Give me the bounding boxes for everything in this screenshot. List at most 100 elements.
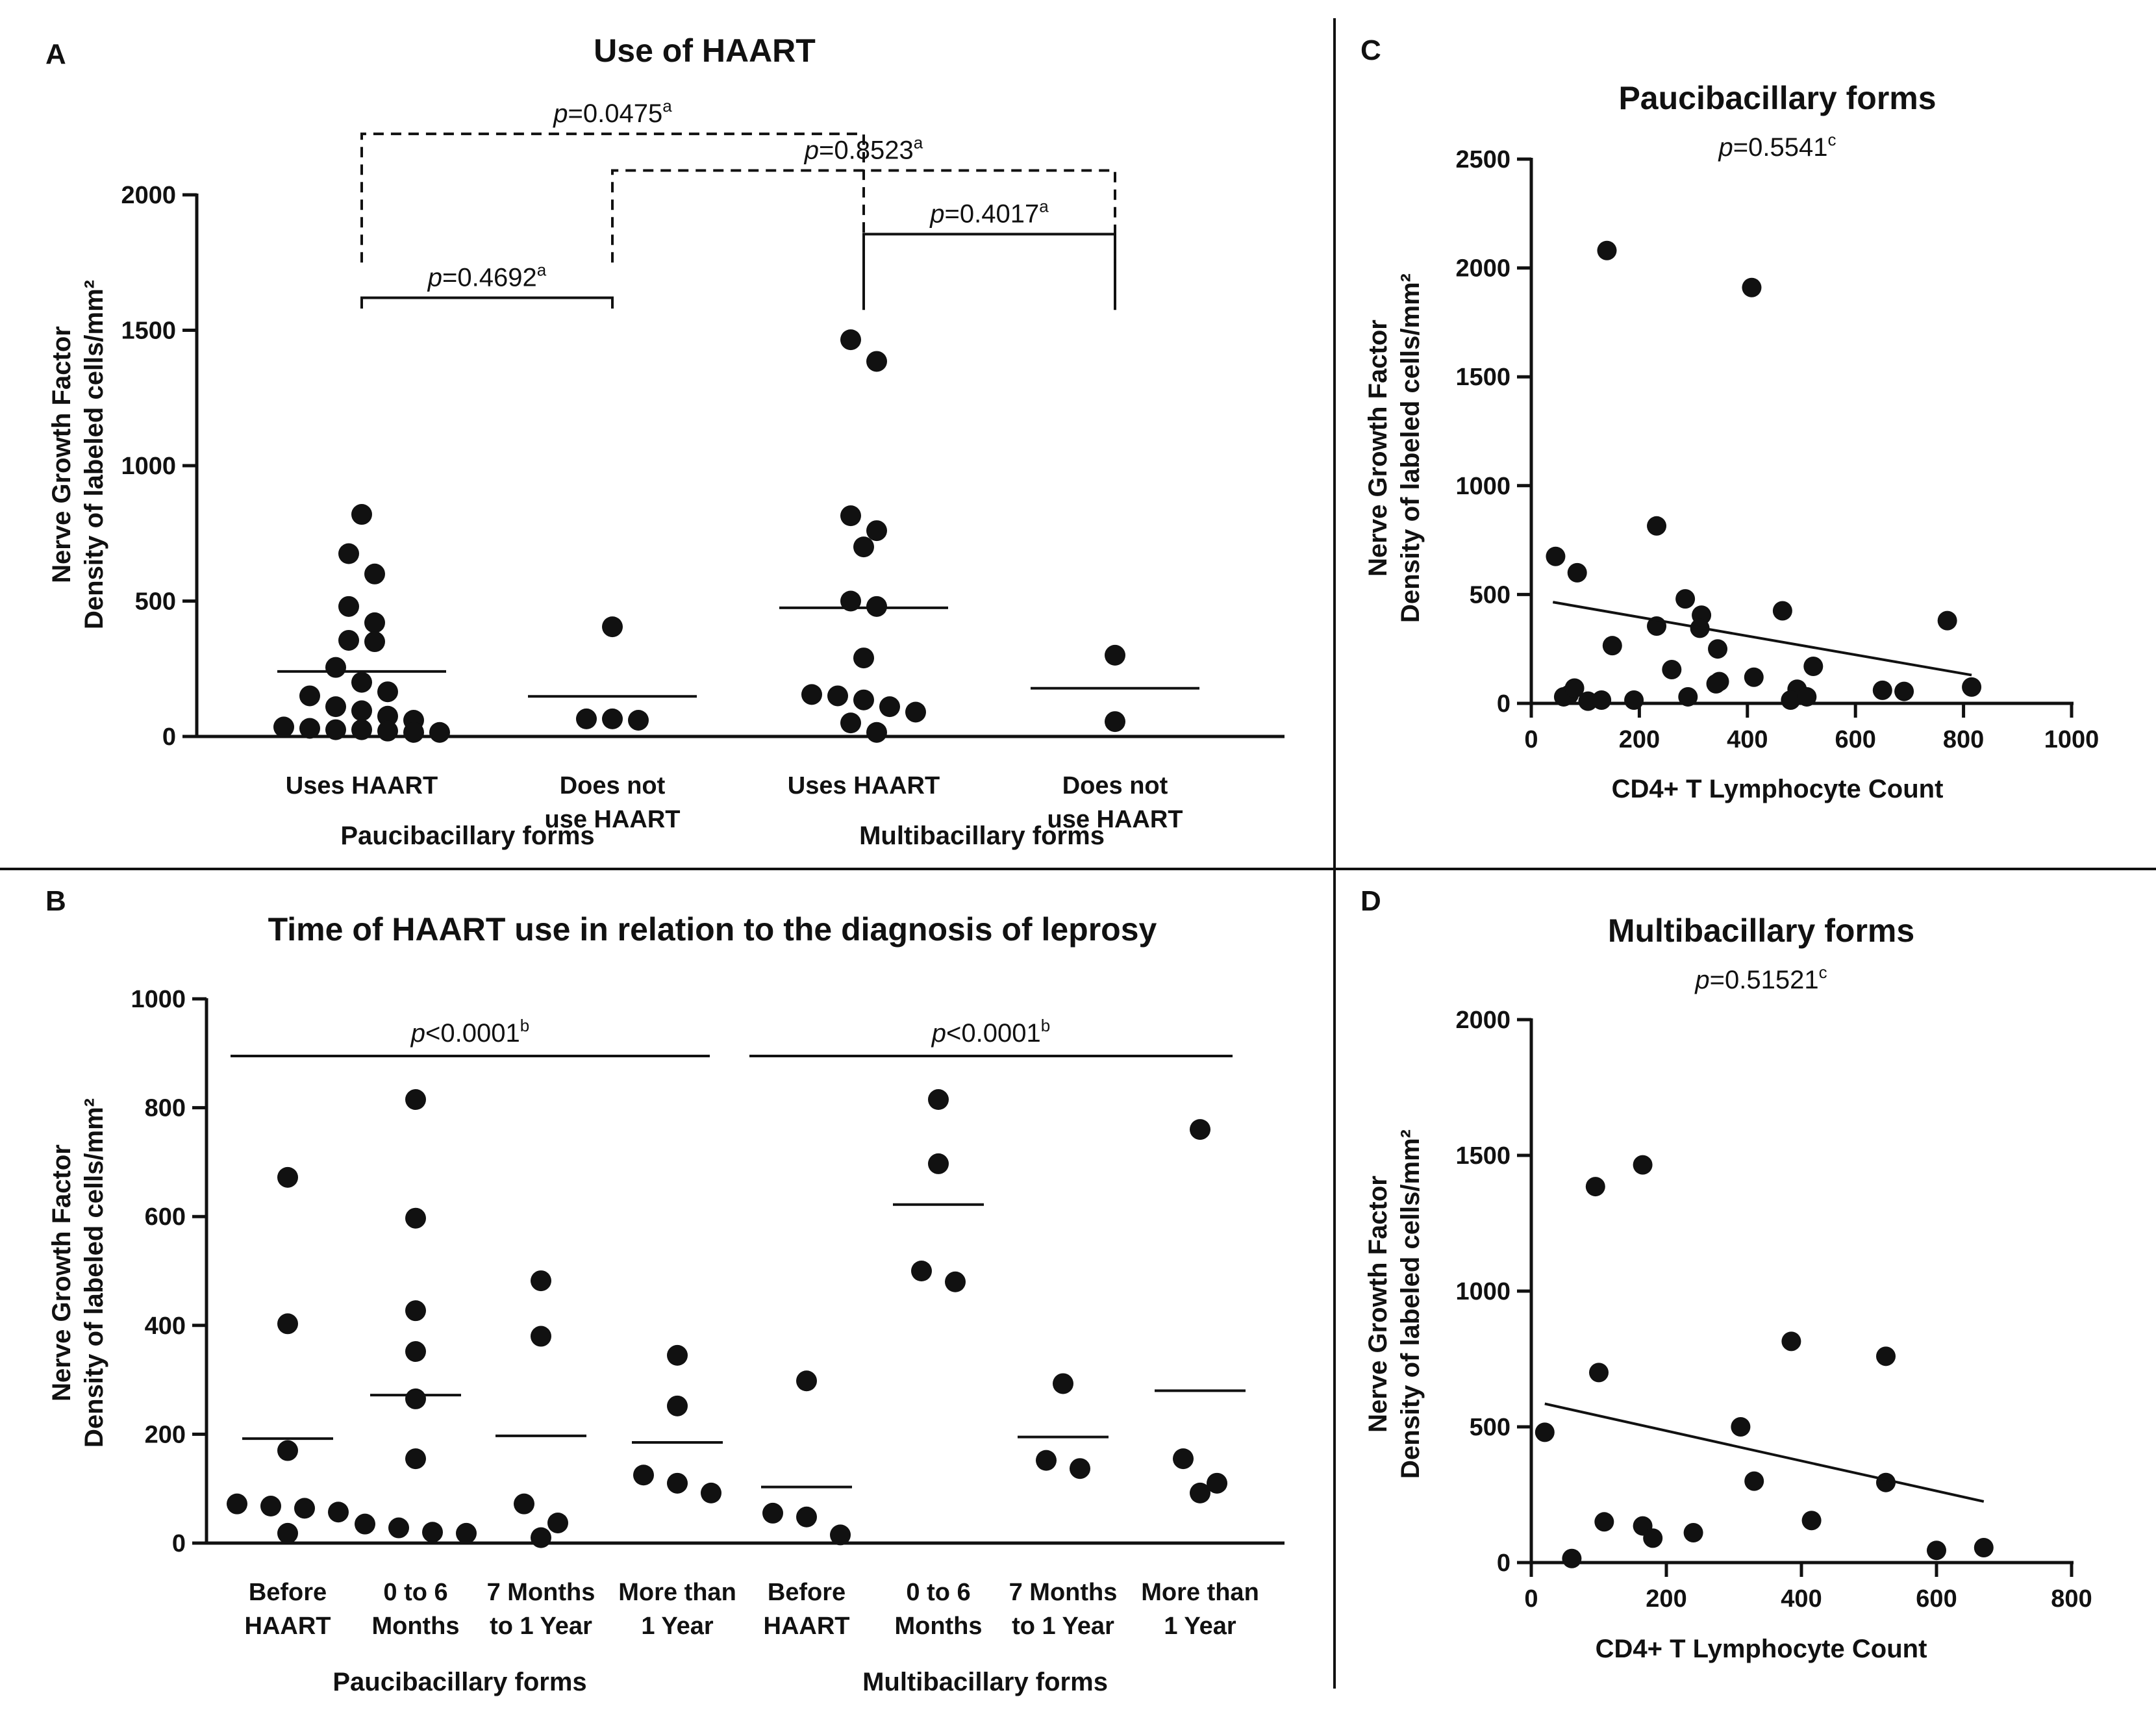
panel-a-category-label-3-line2: use HAART [1047,806,1183,833]
panel-a-ylabel-line1: Nerve Growth Factor [47,326,76,583]
panel-b-point-1-8 [422,1522,443,1543]
panel-a-point-2-7 [853,648,874,669]
panel-a: A Use of HAART Nerve Growth Factor Densi… [45,32,1285,850]
panel-b-category-label-0-line1: Before [249,1579,327,1606]
panel-b-point-4-2 [796,1506,817,1528]
panel-d: D Multibacillary forms p=0.51521c Nerve … [1360,885,2092,1663]
panel-c-point-5 [1675,589,1696,609]
panel-c-regression-line [1552,601,1972,677]
panel-d-point-9 [1594,1512,1614,1532]
panel-a-category-labels: Uses HAART Does not use HAART Uses HAART Doe… [286,772,1183,833]
panel-b-point-3-4 [701,1482,721,1503]
panel-c-title: Paucibacillary forms [1618,80,1936,116]
panel-b-point-0-6 [328,1502,349,1523]
panel-d-x-tick-label-2: 400 [1781,1585,1822,1613]
panel-d-title: Multibacillary forms [1608,912,1914,949]
panel-a-point-1-2 [602,708,623,729]
panel-b-point-4-1 [762,1502,783,1524]
panel-b-category-label-3-line1: More than [618,1579,736,1606]
panel-a-comparison-p-value-1: p=0.4017a [929,196,1049,228]
panel-b-comparison-p-value-0: p<0.0001b [410,1016,529,1048]
panel-d-y-tick-label-2: 1000 [1455,1278,1510,1305]
panel-b-category-labels: Before HAART 0 to 6 Months 7 Months to 1 Year… [245,1579,1259,1640]
panel-b-point-0-1 [277,1313,298,1335]
panel-b-y-tick-label-0: 0 [172,1530,186,1557]
panel-d-y-ticks: 0 500 1000 1500 2000 [1455,1007,1531,1577]
panel-a-point-0-20 [403,722,424,743]
panel-a-point-0-8 [351,672,372,693]
panel-d-xlabel: CD4+ T Lymphocyte Count [1596,1635,1927,1663]
panel-a-point-0-2 [364,563,385,585]
panel-b-group-label-multi: Multibacillary forms [862,1668,1108,1696]
panel-a-point-0-11 [325,696,346,718]
panel-d-x-tick-label-4: 800 [2051,1585,2092,1613]
panel-b-category-label-1-line1: 0 to 6 [383,1579,447,1606]
panel-a-category-label-0-line1: Uses HAART [286,772,438,799]
panel-b-point-4-0 [796,1370,817,1392]
panel-a-ylabel-line2: Density of labeled cells/mm² [80,280,108,629]
panel-b-point-0-4 [260,1496,281,1517]
panel-d-point-8 [1744,1471,1764,1491]
panel-a-point-2-4 [853,536,874,558]
panel-b-point-3-3 [667,1472,688,1494]
panel-a-point-2-9 [827,685,848,707]
panel-b-comparison-p-value-1: p<0.0001b [931,1016,1050,1048]
panel-c-y-tick-label-1: 500 [1470,581,1510,609]
panel-a-point-2-8 [801,684,822,705]
panel-c-point-28 [1678,686,1698,707]
panel-b-point-3-1 [667,1395,688,1416]
panel-b-category-label-5-line1: 0 to 6 [906,1579,970,1606]
panel-d-x-ticks: 0 200 400 600 800 [1524,1563,2092,1613]
panel-c-point-23 [1564,678,1585,698]
panel-b-point-0-2 [277,1440,298,1461]
panel-a-category-label-1-line1: Does not [560,772,666,799]
panel-b-y-tick-label-5: 1000 [131,986,186,1013]
panel-a-y-tick-label-3: 1500 [121,318,176,345]
panel-d-x-tick-label-1: 200 [1646,1585,1686,1613]
panel-b-ylabel-line1: Nerve Growth Factor [47,1144,76,1402]
panel-d-y-tick-label-4: 2000 [1455,1007,1510,1034]
panel-d-p-value: p=0.51521c [1694,962,1827,994]
panel-b-point-1-5 [405,1448,426,1470]
panel-b-category-label-5-line2: Months [894,1613,982,1640]
panel-b-category-label-2-line1: 7 Months [487,1579,595,1606]
panel-b-ylabel-line2: Density of labeled cells/mm² [80,1098,108,1448]
panel-a-comparison-p-value-0: p=0.4692a [427,260,547,292]
panel-c-point-26 [1624,690,1644,710]
panel-b-point-3-2 [633,1465,654,1486]
panel-c-xlabel: CD4+ T Lymphocyte Count [1612,775,1944,803]
panel-a-category-label-2-line1: Uses HAART [788,772,940,799]
panel-c-y-ticks: 0 500 1000 1500 2000 2500 [1455,146,1531,718]
panel-a-letter: A [45,38,66,70]
panel-c-x-tick-label-1: 200 [1619,726,1660,753]
panel-a-point-0-21 [429,722,450,743]
panel-a-point-2-13 [840,712,861,734]
panel-c-ylabel-line2: Density of labeled cells/mm² [1396,273,1425,623]
panel-c-p-value: p=0.5541c [1718,130,1836,162]
panel-d-point-12 [1643,1528,1663,1548]
panel-d-x-tick-label-3: 600 [1916,1585,1957,1613]
panel-b-point-3-0 [667,1344,688,1366]
panel-c-y-tick-label-3: 1500 [1455,364,1510,391]
panel-a-group-label-pauci: Paucibacillary forms [340,822,594,850]
panel-b-point-2-3 [547,1512,568,1533]
panel-b-mean-lines [242,1203,1246,1489]
panel-b-category-label-1-line2: Months [371,1613,459,1640]
panel-d-data-points [1535,1155,1994,1568]
panel-a-point-0-12 [351,700,372,722]
panel-b-point-7-0 [1190,1119,1210,1140]
panel-d-ylabel-line2: Density of labeled cells/mm² [1396,1129,1425,1479]
panel-b-point-1-1 [405,1207,426,1229]
panel-b-y-tick-label-3: 600 [145,1203,186,1231]
panel-b-point-0-0 [277,1166,298,1188]
panel-a-title: Use of HAART [594,32,816,69]
panel-a-point-0-0 [351,504,372,525]
panel-b-y-tick-label-4: 800 [145,1095,186,1122]
panel-c-regression [1552,601,1972,677]
panel-a-point-1-0 [602,616,623,638]
panel-b-y-tick-label-1: 200 [145,1421,186,1448]
panel-c-point-7 [1772,601,1792,621]
panel-d-point-5 [1535,1422,1555,1442]
panel-b-letter: B [45,885,66,917]
